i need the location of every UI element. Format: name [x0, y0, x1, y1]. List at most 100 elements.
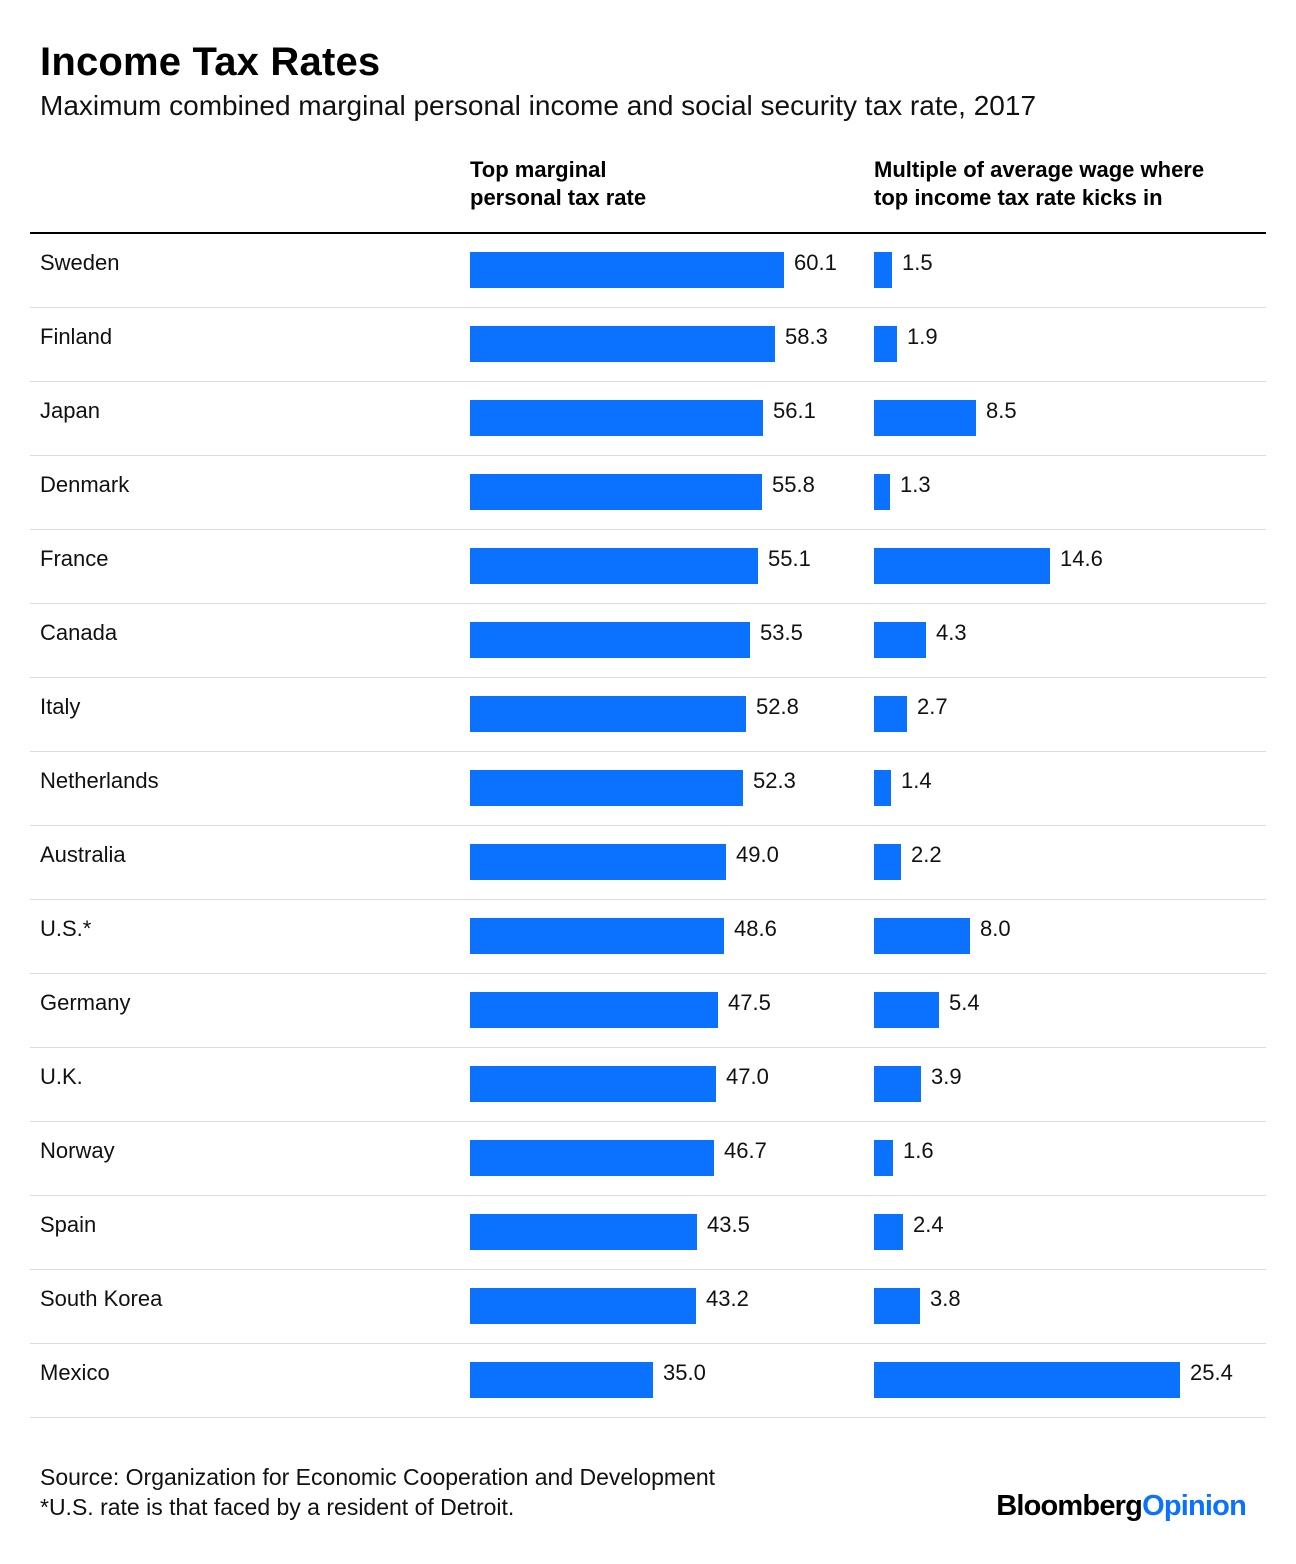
wage-multiple-bar: [874, 1362, 1180, 1398]
wage-multiple-bar: [874, 844, 901, 880]
row-divider: [30, 1195, 1266, 1196]
country-label: Finland: [40, 324, 113, 349]
tax-rate-value-label: 48.6: [734, 916, 777, 941]
wage-multiple-value-label: 25.4: [1190, 1360, 1233, 1385]
row-divider: [30, 603, 1266, 604]
wage-multiple-bar: [874, 252, 892, 288]
table-row: South Korea 43.2 3.8: [0, 1270, 1296, 1344]
row-divider: [30, 899, 1266, 900]
country-label: Italy: [40, 694, 81, 719]
chart-subtitle: Maximum combined marginal personal incom…: [40, 90, 1037, 121]
tax-rate-value-label: 52.8: [756, 694, 799, 719]
wage-multiple-value-label: 8.5: [986, 398, 1017, 423]
row-divider: [30, 1121, 1266, 1122]
row-divider: [30, 307, 1266, 308]
wage-multiple-bar: [874, 918, 970, 954]
wage-multiple-value-label: 14.6: [1060, 546, 1103, 571]
tax-rate-bar: [470, 1214, 697, 1250]
table-row: Netherlands 52.3 1.4: [0, 752, 1296, 826]
row-divider: [30, 1417, 1266, 1418]
wage-multiple-bar: [874, 400, 976, 436]
tax-rate-value-label: 47.5: [728, 990, 771, 1015]
row-divider: [30, 677, 1266, 678]
tax-rate-bar: [470, 1066, 716, 1102]
tax-rate-value-label: 56.1: [773, 398, 816, 423]
tax-rate-value-label: 49.0: [736, 842, 779, 867]
tax-rate-bar: [470, 992, 718, 1028]
row-divider: [30, 825, 1266, 826]
tax-rate-bar: [470, 1288, 696, 1324]
row-divider: [30, 1269, 1266, 1270]
wage-multiple-value-label: 8.0: [980, 916, 1011, 941]
row-divider: [30, 1343, 1266, 1344]
row-divider: [30, 381, 1266, 382]
wage-multiple-bar: [874, 326, 897, 362]
table-row: Sweden 60.1 1.5: [0, 234, 1296, 308]
wage-multiple-bar: [874, 696, 907, 732]
wage-multiple-value-label: 2.4: [913, 1212, 944, 1237]
tax-rate-bar: [470, 770, 743, 806]
table-row: Italy 52.8 2.7: [0, 678, 1296, 752]
tax-rate-value-label: 55.8: [772, 472, 815, 497]
table-row: U.K. 47.0 3.9: [0, 1048, 1296, 1122]
table-row: Denmark 55.8 1.3: [0, 456, 1296, 530]
wage-multiple-value-label: 3.9: [931, 1064, 962, 1089]
table-row: Japan 56.1 8.5: [0, 382, 1296, 456]
country-label: Japan: [40, 398, 100, 423]
row-divider: [30, 529, 1266, 530]
wage-multiple-bar: [874, 770, 891, 806]
source-note: Source: Organization for Economic Cooper…: [40, 1464, 716, 1490]
table-row: Germany 47.5 5.4: [0, 974, 1296, 1048]
column-header-tax-rate-line-1: Top marginal: [470, 157, 607, 182]
column-header-tax-rate: Top marginal personal tax rate: [470, 156, 850, 212]
wage-multiple-bar: [874, 992, 939, 1028]
row-divider: [30, 455, 1266, 456]
row-divider: [30, 973, 1266, 974]
table-row: France 55.1 14.6: [0, 530, 1296, 604]
wage-multiple-bar: [874, 548, 1050, 584]
column-header-wage-multiple: Multiple of average wage where top incom…: [874, 156, 1274, 212]
wage-multiple-bar: [874, 1066, 921, 1102]
wage-multiple-value-label: 2.2: [911, 842, 942, 867]
table-row: Australia 49.0 2.2: [0, 826, 1296, 900]
country-label: Denmark: [40, 472, 130, 497]
tax-rate-value-label: 46.7: [724, 1138, 767, 1163]
country-label: Germany: [40, 990, 131, 1015]
tax-rate-bar: [470, 918, 724, 954]
tax-rate-bar: [470, 400, 763, 436]
country-label: Sweden: [40, 250, 120, 275]
wage-multiple-bar: [874, 1140, 893, 1176]
tax-rate-value-label: 52.3: [753, 768, 796, 793]
tax-rate-value-label: 47.0: [726, 1064, 769, 1089]
tax-rate-value-label: 35.0: [663, 1360, 706, 1385]
country-label: France: [40, 546, 109, 571]
tax-rate-bar: [470, 696, 746, 732]
footnote: *U.S. rate is that faced by a resident o…: [40, 1494, 515, 1520]
column-header-tax-rate-line-2: personal tax rate: [470, 185, 647, 210]
tax-rate-value-label: 58.3: [785, 324, 828, 349]
wage-multiple-bar: [874, 622, 926, 658]
tax-rate-bar: [470, 474, 762, 510]
tax-rate-bar: [470, 1140, 714, 1176]
table-row: Norway 46.7 1.6: [0, 1122, 1296, 1196]
tax-rate-value-label: 53.5: [760, 620, 803, 645]
tax-rate-bar: [470, 844, 726, 880]
country-label: Mexico: [40, 1360, 110, 1385]
tax-rate-value-label: 60.1: [794, 250, 837, 275]
wage-multiple-value-label: 3.8: [930, 1286, 961, 1311]
country-label: Netherlands: [40, 768, 159, 793]
tax-rate-value-label: 43.5: [707, 1212, 750, 1237]
chart-rows: Sweden 60.1 1.5 Finland 58.3 1.9 Japan 56.1 8.5 D…: [0, 234, 1296, 1418]
row-divider: [30, 1047, 1266, 1048]
footer-notes: Source: Organization for Economic Cooper…: [40, 1462, 715, 1522]
table-row: Finland 58.3 1.9: [0, 308, 1296, 382]
country-label: U.S.*: [40, 916, 92, 941]
logo-opinion-text: Opinion: [1142, 1490, 1247, 1522]
wage-multiple-value-label: 4.3: [936, 620, 967, 645]
table-row: Mexico 35.0 25.4: [0, 1344, 1296, 1418]
wage-multiple-value-label: 1.3: [900, 472, 931, 497]
wage-multiple-value-label: 1.5: [902, 250, 933, 275]
bloomberg-opinion-logo: BloombergOpinion: [996, 1490, 1247, 1523]
tax-rate-bar: [470, 1362, 653, 1398]
row-divider: [30, 751, 1266, 752]
